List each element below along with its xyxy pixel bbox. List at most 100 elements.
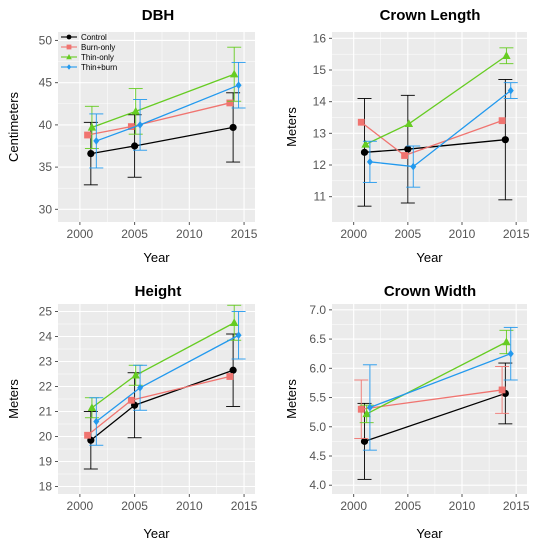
x-tick-label: 2005 [121, 499, 148, 513]
legend-marker [66, 64, 72, 70]
y-tick-label: 5.5 [309, 391, 326, 405]
x-tick-label: 2010 [176, 499, 203, 513]
series-line [361, 389, 503, 410]
y-tick-label: 18 [39, 480, 53, 494]
data-point [366, 158, 373, 166]
data-point [131, 370, 140, 379]
data-point [357, 118, 365, 126]
x-tick-label: 2005 [394, 499, 421, 513]
data-point [84, 431, 91, 439]
y-tick-label: 16 [313, 31, 327, 45]
series-thin-burn [362, 326, 518, 451]
x-tick-label: 2015 [231, 499, 258, 513]
x-tick-label: 2010 [176, 227, 203, 241]
data-point [93, 137, 100, 145]
series-thin-burn [89, 311, 246, 446]
x-tick-label: 2000 [67, 499, 94, 513]
plot-background [332, 32, 527, 222]
chart-title: Crown Length [380, 7, 481, 24]
chart-title: DBH [142, 7, 175, 24]
y-tick-label: 7.0 [309, 303, 326, 317]
x-axis-label: Year [143, 250, 170, 265]
y-tick-label: 20 [39, 430, 53, 444]
legend-label: Control [81, 33, 107, 42]
data-point [498, 386, 506, 394]
y-tick-label: 30 [39, 202, 53, 216]
legend-marker [66, 34, 72, 40]
data-point [87, 150, 95, 158]
legend-label: Thin-only [81, 53, 114, 62]
y-tick-label: 6.5 [309, 332, 326, 346]
y-tick-label: 21 [39, 405, 53, 419]
x-tick-label: 2015 [503, 227, 530, 241]
data-point [361, 139, 370, 148]
legend-entry: Control [61, 33, 107, 42]
chart-title: Height [135, 283, 182, 300]
legend-marker [66, 54, 72, 60]
legend-entry: Burn-only [61, 43, 115, 52]
y-tick-label: 14 [313, 95, 327, 109]
chart-panel-3: 2000 2005 2010 2015 18 19 20 21 22 23 24 25 Height Ye… [6, 283, 258, 541]
data-point [131, 142, 139, 150]
data-point [235, 331, 242, 340]
data-point [87, 122, 97, 131]
x-tick-label: 2010 [449, 227, 476, 241]
series-burn-only [84, 99, 234, 139]
data-point [404, 119, 414, 128]
x-tick-label: 2000 [340, 227, 367, 241]
y-tick-label: 23 [39, 355, 53, 369]
data-point [401, 152, 408, 159]
data-point [93, 417, 100, 426]
data-point [498, 117, 506, 125]
y-tick-label: 35 [39, 160, 53, 174]
data-point [226, 99, 234, 107]
y-axis-label: Centimeters [6, 91, 21, 162]
series-control [357, 79, 513, 207]
data-point [226, 373, 234, 380]
x-tick-label: 2000 [340, 499, 367, 513]
data-point [84, 131, 91, 139]
series-line [364, 392, 506, 442]
y-tick-label: 50 [39, 33, 53, 47]
legend-marker [66, 44, 72, 50]
y-tick-label: 13 [313, 126, 327, 140]
data-point [404, 145, 412, 153]
legend-label: Thin+burn [81, 63, 117, 72]
series-thin-burn [89, 61, 246, 169]
chart-panel-4: 2000 2005 2010 2015 4.0 4.5 5.0 5.5 6.0 6.5 7.0 Cro… [284, 283, 530, 541]
legend-entry: Thin-only [61, 53, 114, 62]
y-tick-label: 6.0 [309, 361, 326, 375]
x-axis-label: Year [416, 526, 443, 541]
series-burn-only [354, 366, 510, 439]
y-tick-label: 45 [39, 76, 53, 90]
chart-title: Crown Width [384, 283, 476, 300]
x-axis-label: Year [416, 250, 443, 265]
y-tick-label: 24 [39, 330, 53, 344]
series-line [369, 353, 511, 409]
y-tick-label: 15 [313, 63, 327, 77]
y-tick-label: 11 [314, 190, 327, 204]
data-point [502, 51, 511, 59]
y-tick-label: 40 [39, 118, 53, 132]
series-burn-only [357, 117, 506, 159]
data-point [410, 162, 417, 171]
data-point [235, 81, 242, 89]
data-point [230, 69, 239, 78]
series-control [83, 92, 241, 186]
x-tick-label: 2015 [503, 499, 530, 513]
data-point [360, 437, 369, 445]
y-axis-label: Meters [284, 107, 299, 147]
series-control [83, 333, 241, 470]
data-point [137, 121, 144, 129]
legend-entry: Thin+burn [61, 63, 117, 72]
chart-panel-2: 2000 2005 2010 2015 11 12 13 14 15 16 Crown Length… [284, 7, 530, 265]
data-point [229, 366, 237, 374]
data-point [229, 123, 237, 132]
y-tick-label: 25 [39, 305, 53, 319]
y-tick-label: 4.5 [309, 449, 326, 463]
y-axis-label: Meters [6, 379, 21, 419]
y-tick-label: 5.0 [309, 420, 326, 434]
data-point [360, 148, 369, 156]
data-point [507, 349, 514, 358]
